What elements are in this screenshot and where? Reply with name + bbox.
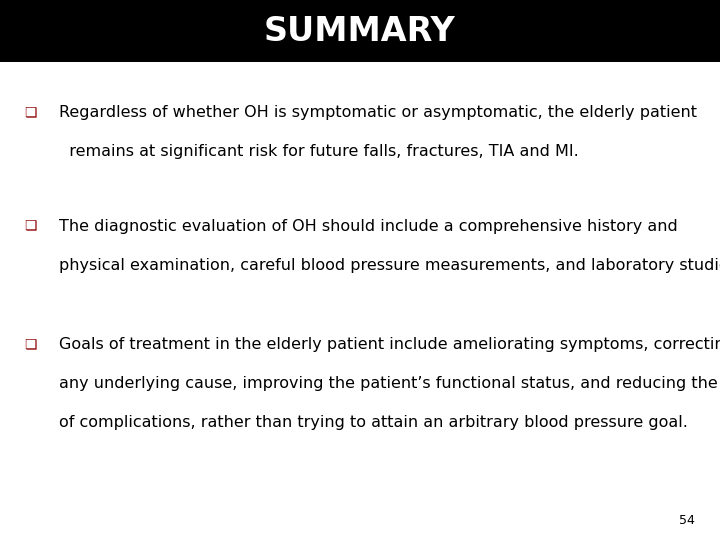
- Text: ❏: ❏: [24, 338, 37, 352]
- Text: The diagnostic evaluation of OH should include a comprehensive history and: The diagnostic evaluation of OH should i…: [59, 219, 678, 234]
- Text: Regardless of whether OH is symptomatic or asymptomatic, the elderly patient: Regardless of whether OH is symptomatic …: [59, 105, 697, 120]
- Text: 54: 54: [679, 514, 695, 526]
- Text: remains at significant risk for future falls, fractures, TIA and MI.: remains at significant risk for future f…: [59, 144, 579, 159]
- Text: Goals of treatment in the elderly patient include ameliorating symptoms, correct: Goals of treatment in the elderly patien…: [59, 338, 720, 353]
- Text: SUMMARY: SUMMARY: [264, 15, 456, 48]
- Text: any underlying cause, improving the patient’s functional status, and reducing th: any underlying cause, improving the pati…: [59, 376, 720, 392]
- Text: ❏: ❏: [24, 105, 37, 119]
- Text: physical examination, careful blood pressure measurements, and laboratory studie: physical examination, careful blood pres…: [59, 258, 720, 273]
- Text: of complications, rather than trying to attain an arbitrary blood pressure goal.: of complications, rather than trying to …: [59, 415, 688, 430]
- Bar: [0, 0, 720, 62]
- Text: ❏: ❏: [24, 219, 37, 233]
